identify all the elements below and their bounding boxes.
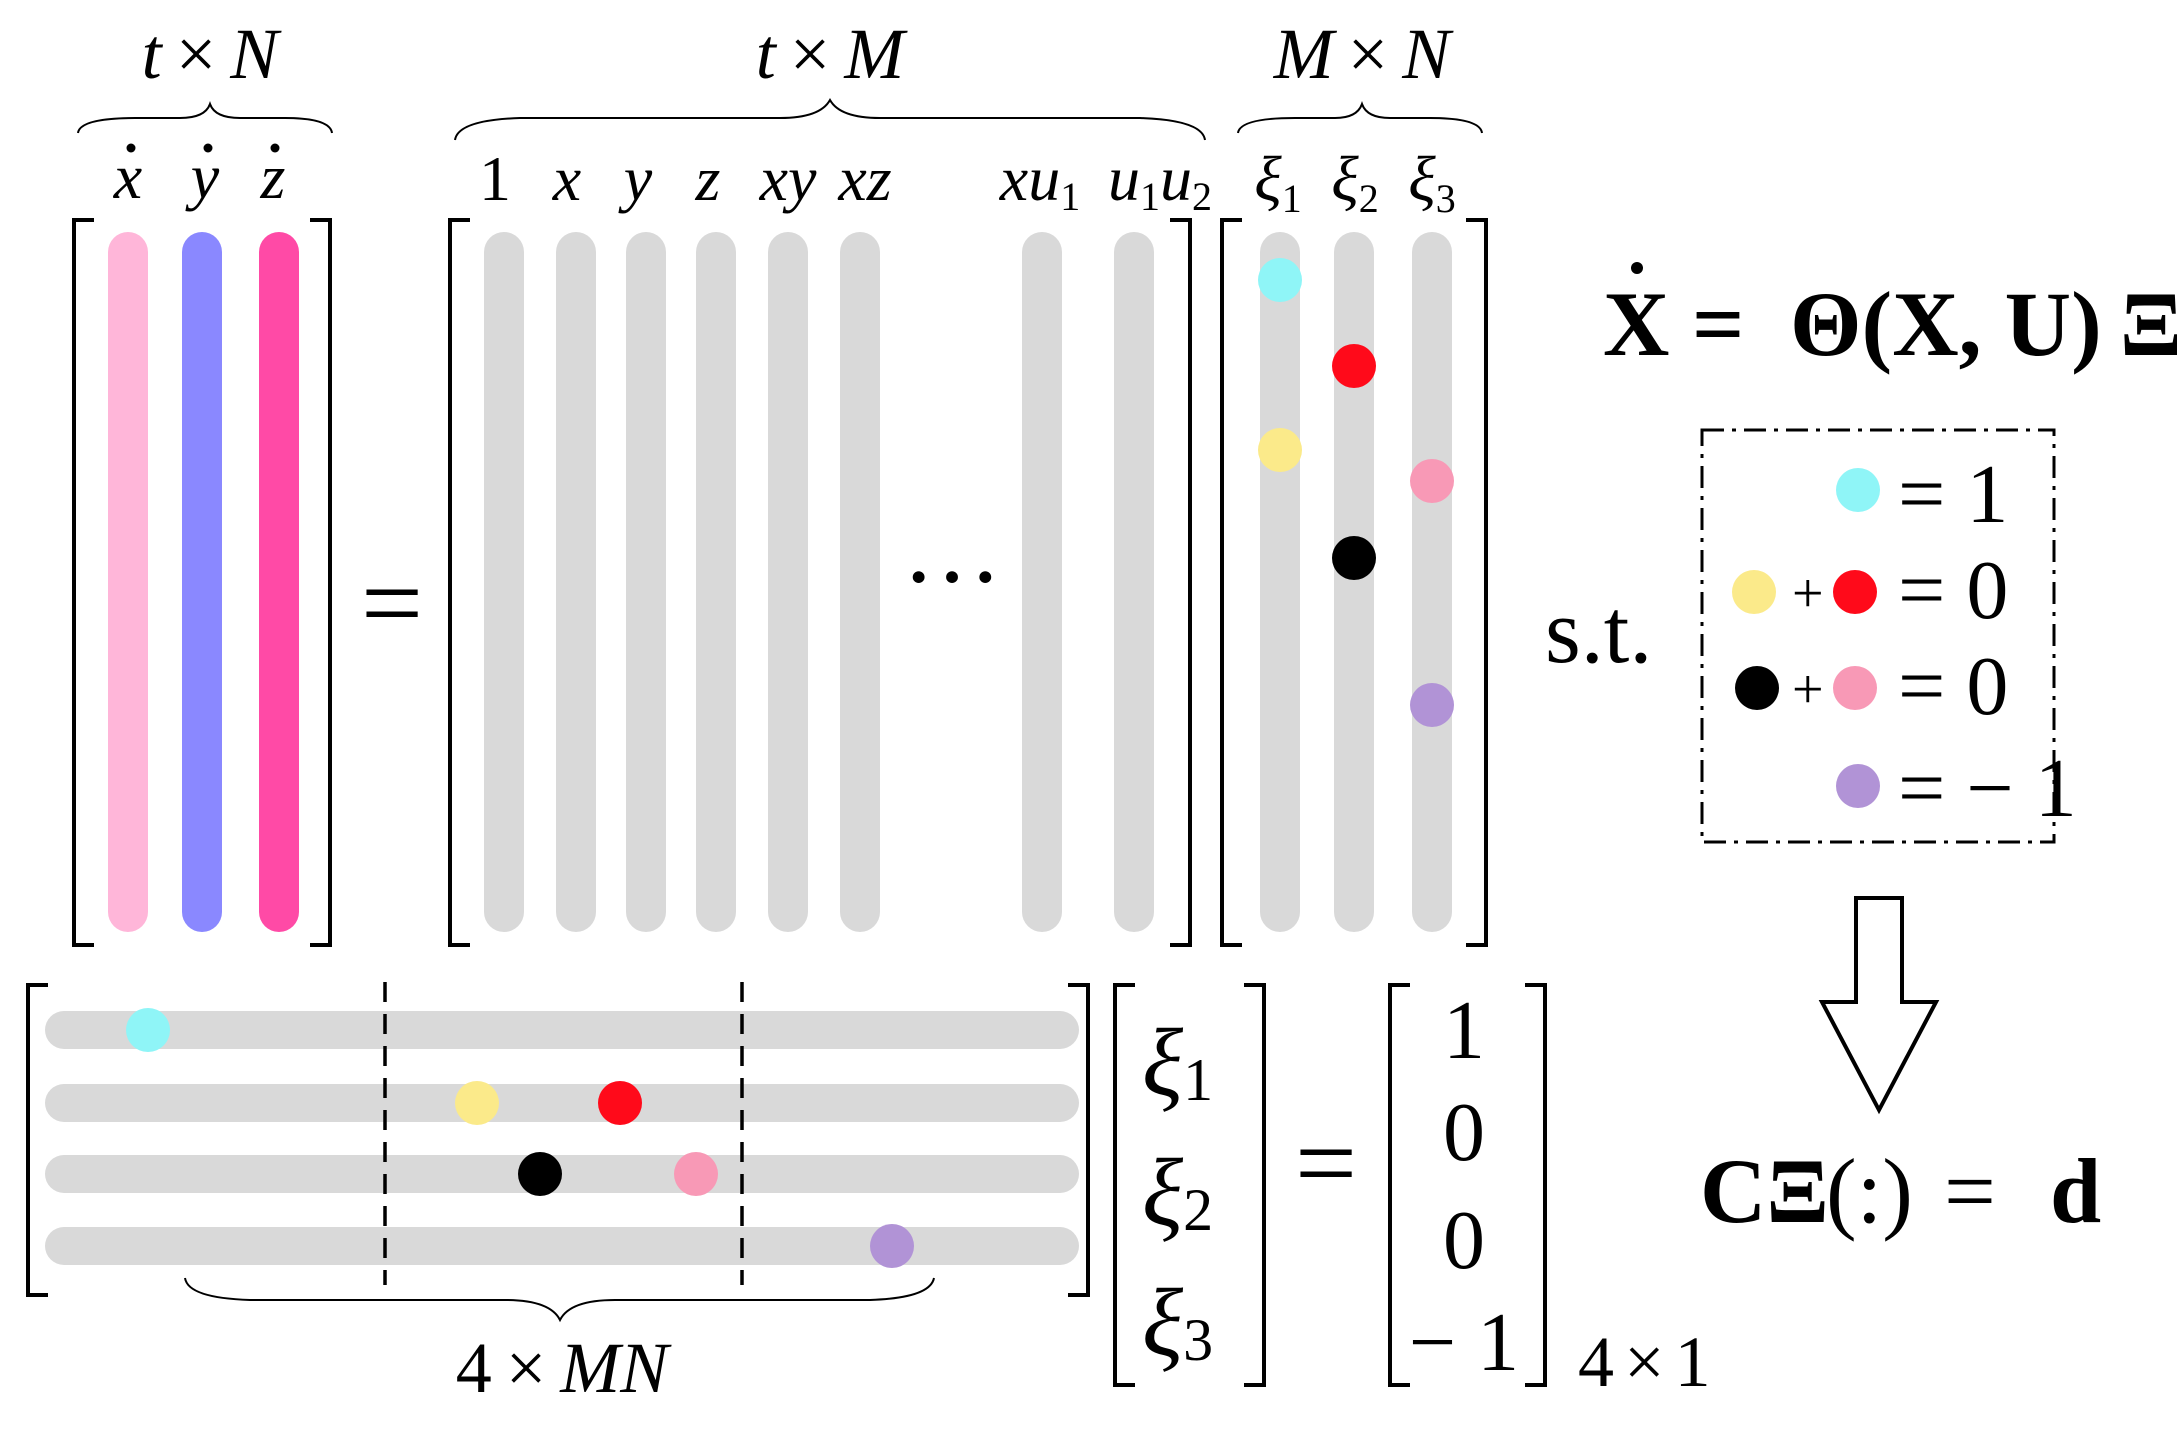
lib-label-xz: xz [837,143,891,214]
lhs-col-label-x: x [113,141,142,212]
lhs-right-bracket [310,218,332,947]
library-brace [454,97,1206,141]
coef-right-bracket [1466,218,1488,947]
equation-xi: Ξ [2120,273,2177,375]
lhs-col-label-z: z [260,141,286,212]
equation-lhs-dot [1631,262,1643,274]
d-right-bracket [1525,983,1547,1387]
dot-accent-x [126,143,136,153]
coef-dot-red [1332,344,1376,388]
library-right-bracket [1170,218,1192,947]
constraint-3-dot-pink [1833,666,1877,710]
d-entry-1: 1 [1443,984,1485,1077]
result-colon: (:) [1826,1140,1913,1242]
constraints-block: s.t. = 1 + = 0 + = 0 = − 1 [1545,428,2077,844]
cmatrix-dot-purple [870,1224,914,1268]
constraint-1-dot-cyan [1836,468,1880,512]
lib-label-z: z [695,143,721,214]
cmatrix-left-bracket [26,983,48,1297]
constraint-3-plus: + [1792,659,1824,721]
constraint-4-dot-purple [1836,764,1880,808]
xi-entry-3: ξ3 [1142,1269,1213,1376]
d-entry-4: − 1 [1409,1296,1519,1389]
constraint-2-dot-yellow [1732,570,1776,614]
cmatrix-dot-cyan [126,1008,170,1052]
constraint-3-dot-black [1735,666,1779,710]
library-ellipsis: ··· [902,521,1002,632]
coef-brace [1237,101,1483,134]
transform-arrow-down [1818,896,1940,1115]
result-c-xi: CΞ [1700,1140,1829,1242]
library-matrix: t × M 1 x y z xy xz xu1 u1u2 ··· [448,14,1212,947]
lhs-dim-label: t × N [142,14,283,94]
lib-label-1: 1 [479,143,511,214]
lhs-matrix: t × N x y z [72,14,333,947]
top-equals-sign: = [361,542,423,664]
d-entry-2: 0 [1443,1086,1485,1179]
cmatrix-dot-pink [674,1152,718,1196]
result-d: d [2050,1140,2101,1242]
equation-equals: = [1692,273,1744,375]
lhs-left-bracket [72,218,94,947]
equation-theta: Θ(X, U) [1790,273,2102,375]
lib-label-xy: xy [759,143,817,214]
coef-dim-label: M × N [1273,14,1455,94]
cmatrix-dim-label: 4 × MN [456,1328,673,1408]
coef-dot-yellow [1258,428,1302,472]
lib-label-y: y [618,143,653,214]
constraint-2-rhs: = 0 [1898,544,2008,637]
equation-lhs: X [1603,273,1669,375]
xi-left-bracket [1113,983,1135,1387]
constraints-box [1700,428,2056,844]
result-equation: CΞ (:) = d [1700,1140,2101,1242]
coef-dot-purple [1410,683,1454,727]
xi-vector: ξ1 ξ2 ξ3 [1113,983,1266,1387]
coef-dot-black [1332,536,1376,580]
lhs-col-label-y: y [185,141,220,212]
cmatrix-right-bracket [1068,983,1090,1297]
lhs-brace [77,101,333,134]
main-equation: X = Θ(X, U) Ξ [1603,262,2177,375]
constraint-2-plus: + [1792,563,1824,625]
coef-label-xi3: ξ3 [1408,143,1455,221]
constraint-2-dot-red [1833,570,1877,614]
result-equals: = [1944,1140,1996,1242]
dot-accent-y [203,143,213,153]
cmatrix-brace [184,1277,935,1323]
lib-label-x: x [552,143,581,214]
constraints-prefix: s.t. [1545,580,1652,682]
coef-dot-cyan [1258,258,1302,302]
d-dim-label: 4 × 1 [1578,1322,1711,1402]
coef-label-xi2: ξ2 [1331,143,1378,221]
constraint-3-rhs: = 0 [1898,640,2008,733]
d-vector: 1 0 0 − 1 4 × 1 [1388,983,1711,1402]
cmatrix-dot-black [518,1152,562,1196]
constraint-matrix: 4 × MN [26,982,1090,1408]
xi-entry-1: ξ1 [1142,1009,1213,1116]
bottom-equals-sign: = [1295,1102,1357,1224]
cmatrix-dot-yellow [455,1081,499,1125]
coefficient-matrix: M × N ξ1 ξ2 ξ3 [1220,14,1488,947]
library-left-bracket [448,218,470,947]
coef-left-bracket [1220,218,1242,947]
cmatrix-dot-red [598,1081,642,1125]
coef-dot-pink [1410,459,1454,503]
xi-entry-2: ξ2 [1142,1139,1213,1246]
library-dim-label: t × M [756,14,909,94]
constraint-1-rhs: = 1 [1898,448,2008,541]
d-entry-3: 0 [1443,1194,1485,1287]
lib-label-u1u2: u1u2 [1108,143,1212,219]
d-left-bracket [1388,983,1410,1387]
dot-accent-z [270,143,280,153]
xi-right-bracket [1244,983,1266,1387]
coef-label-xi1: ξ1 [1254,143,1301,221]
constraint-4-rhs: = − 1 [1898,742,2077,835]
lib-label-xu1: xu1 [999,143,1080,219]
